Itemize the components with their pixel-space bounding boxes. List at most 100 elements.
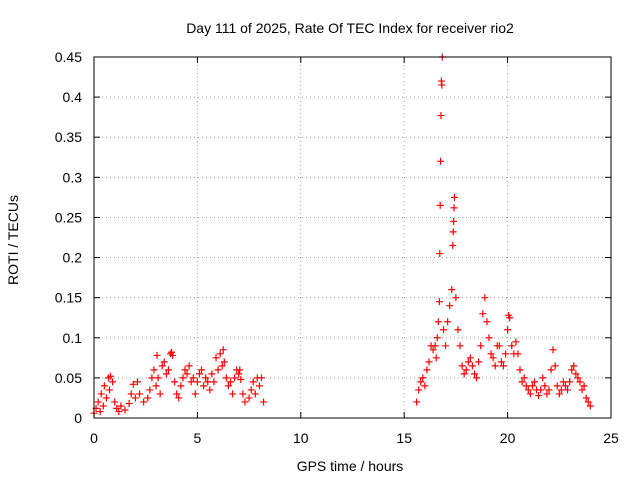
- data-point: [586, 402, 594, 410]
- data-point: [434, 318, 442, 326]
- data-point: [413, 398, 421, 406]
- data-point: [131, 394, 139, 402]
- data-point: [574, 374, 582, 382]
- data-point: [520, 374, 528, 382]
- y-tick-label: 0.35: [55, 129, 82, 145]
- data-point: [226, 378, 234, 386]
- data-point: [169, 351, 177, 359]
- data-point: [541, 382, 549, 390]
- data-point: [516, 366, 524, 374]
- x-tick-labels: 0 5 10 15 20 25: [90, 430, 619, 446]
- data-point: [214, 366, 222, 374]
- data-point: [129, 380, 137, 388]
- data-point: [258, 374, 266, 382]
- data-point: [189, 374, 197, 382]
- data-point: [181, 366, 189, 374]
- data-point: [177, 382, 185, 390]
- data-point: [222, 374, 230, 382]
- y-tick-label: 0.05: [55, 370, 82, 386]
- data-point: [133, 378, 141, 386]
- data-point: [99, 402, 107, 410]
- y-tick-label: 0.45: [55, 49, 82, 65]
- data-point: [193, 378, 201, 386]
- data-point: [442, 342, 450, 350]
- data-point: [528, 382, 536, 390]
- data-point: [236, 366, 244, 374]
- y-tick-label: 0.3: [63, 169, 83, 185]
- data-point: [485, 334, 493, 342]
- data-point: [464, 358, 472, 366]
- data-point: [439, 326, 447, 334]
- data-point: [446, 302, 454, 310]
- data-point: [526, 390, 534, 398]
- data-point: [106, 386, 114, 394]
- data-point: [218, 362, 226, 370]
- data-point: [530, 378, 538, 386]
- data-point: [160, 358, 168, 366]
- data-point: [102, 394, 110, 402]
- data-point: [220, 358, 228, 366]
- data-point: [200, 382, 208, 390]
- data-point: [578, 386, 586, 394]
- data-point: [224, 382, 232, 390]
- data-point: [559, 378, 567, 386]
- data-point: [173, 390, 181, 398]
- data-point: [164, 366, 172, 374]
- data-point: [206, 386, 214, 394]
- data-point: [545, 386, 553, 394]
- data-point: [483, 318, 491, 326]
- data-point: [557, 386, 565, 394]
- data-point: [502, 350, 510, 358]
- x-axis-label: GPS time / hours: [297, 458, 404, 474]
- data-point: [229, 390, 237, 398]
- data-point: [506, 314, 514, 322]
- data-point: [94, 398, 102, 406]
- data-point: [518, 378, 526, 386]
- data-point: [497, 358, 505, 366]
- data-point: [432, 354, 440, 362]
- data-point: [487, 350, 495, 358]
- data-point: [566, 378, 574, 386]
- data-point: [491, 362, 499, 370]
- data-point: [158, 362, 166, 370]
- data-point: [551, 362, 559, 370]
- data-point: [191, 390, 199, 398]
- data-point: [125, 400, 133, 408]
- data-point: [251, 390, 259, 398]
- data-point: [570, 362, 578, 370]
- data-point: [444, 318, 452, 326]
- data-point: [241, 398, 249, 406]
- y-tick-labels: 0 0.05 0.1 0.15 0.2 0.25 0.3 0.35 0.4 0.45: [55, 49, 82, 426]
- y-tick-label: 0.4: [63, 89, 83, 105]
- data-point: [436, 250, 444, 258]
- data-point: [237, 375, 245, 383]
- data-point: [245, 394, 253, 402]
- data-point: [431, 342, 439, 350]
- data-point: [452, 294, 460, 302]
- data-point: [231, 374, 239, 382]
- data-point: [499, 362, 507, 370]
- data-point: [512, 338, 520, 346]
- data-point: [576, 378, 584, 386]
- data-point: [107, 372, 115, 380]
- data-point: [121, 406, 129, 414]
- data-point: [210, 378, 218, 386]
- data-point: [543, 390, 551, 398]
- data-point: [100, 382, 108, 390]
- data-point: [437, 112, 445, 120]
- data-point: [162, 370, 170, 378]
- data-point: [466, 354, 474, 362]
- data-point: [208, 370, 216, 378]
- data-point: [479, 310, 487, 318]
- data-point: [535, 392, 543, 400]
- data-point: [212, 354, 220, 362]
- y-tick-label: 0: [74, 410, 82, 426]
- data-point: [449, 228, 457, 236]
- data-point: [549, 346, 557, 354]
- data-point: [508, 342, 516, 350]
- chart-title: Day 111 of 2025, Rate Of TEC Index for r…: [186, 20, 514, 36]
- data-point: [202, 374, 210, 382]
- data-point: [96, 408, 104, 416]
- data-point: [553, 382, 561, 390]
